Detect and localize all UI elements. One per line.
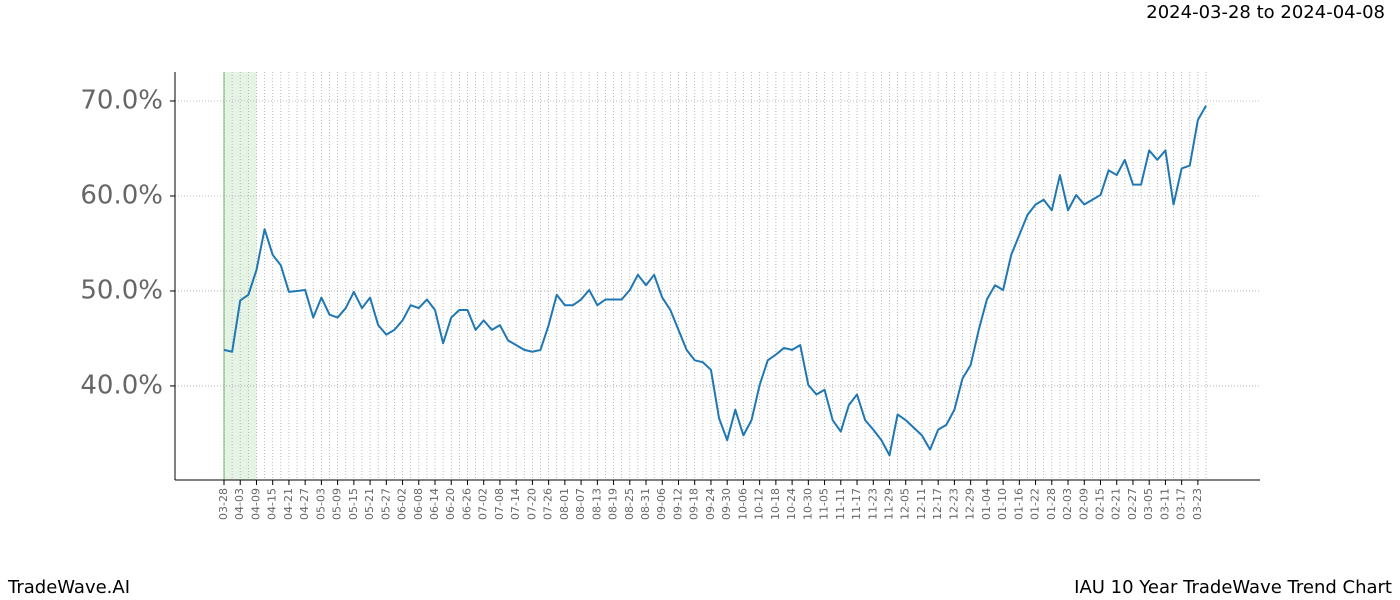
y-tick-label: 40.0% <box>80 370 163 400</box>
x-tick-label: 03-05 <box>1142 488 1155 520</box>
x-tick-label: 09-24 <box>704 488 717 520</box>
x-tick-label: 12-11 <box>915 488 928 520</box>
x-tick-label: 04-21 <box>282 488 295 520</box>
x-tick-label: 11-05 <box>818 488 831 520</box>
x-tick-label: 10-30 <box>801 488 814 520</box>
x-tick-label: 07-26 <box>542 488 555 520</box>
x-tick-label: 04-15 <box>266 488 279 520</box>
x-tick-label: 12-17 <box>931 488 944 520</box>
x-tick-label: 06-02 <box>396 488 409 520</box>
x-tick-label: 02-15 <box>1093 488 1106 520</box>
brand: TradeWave.AI <box>7 577 130 598</box>
x-tick-label: 11-11 <box>834 488 847 520</box>
x-tick-label: 01-16 <box>1012 488 1025 520</box>
x-tick-label: 06-08 <box>412 488 425 520</box>
x-tick-label: 04-27 <box>298 488 311 520</box>
x-tick-label: 05-03 <box>314 488 327 520</box>
x-tick-label: 09-12 <box>671 488 684 520</box>
x-tick-label: 07-20 <box>525 488 538 520</box>
x-tick-label: 07-14 <box>509 488 522 520</box>
x-tick-label: 06-14 <box>428 488 441 520</box>
x-tick-label: 01-22 <box>1029 488 1042 520</box>
x-tick-label: 03-28 <box>217 488 230 520</box>
y-tick-label: 50.0% <box>80 275 163 305</box>
x-tick-label: 12-23 <box>947 488 960 520</box>
x-tick-label: 01-10 <box>996 488 1009 520</box>
x-tick-label: 10-24 <box>785 488 798 520</box>
x-tick-label: 05-21 <box>363 488 376 520</box>
x-tick-label: 10-12 <box>753 488 766 520</box>
x-tick-label: 12-05 <box>899 488 912 520</box>
x-tick-label: 05-09 <box>331 488 344 520</box>
x-tick-label: 04-03 <box>233 488 246 520</box>
x-tick-label: 10-06 <box>736 488 749 520</box>
x-tick-label: 08-31 <box>639 488 652 520</box>
x-tick-label: 11-23 <box>866 488 879 520</box>
x-tick-label: 06-20 <box>444 488 457 520</box>
x-tick-label: 05-27 <box>379 488 392 520</box>
x-tick-label: 08-01 <box>558 488 571 520</box>
x-tick-label: 11-17 <box>850 488 863 520</box>
trend-line <box>223 105 1207 457</box>
x-tick-label: 01-04 <box>980 488 993 520</box>
x-tick-label: 08-19 <box>607 488 620 520</box>
x-tick-label: 07-08 <box>493 488 506 520</box>
x-tick-label: 02-27 <box>1126 488 1139 520</box>
chart-title: 2024-03-28 to 2024-04-08 <box>1146 2 1385 23</box>
x-tick-label: 02-03 <box>1061 488 1074 520</box>
x-tick-label: 11-29 <box>882 488 895 520</box>
x-tick-label: 03-11 <box>1158 488 1171 520</box>
x-tick-label: 04-09 <box>249 488 262 520</box>
x-tick-label: 05-15 <box>347 488 360 520</box>
x-tick-label: 08-25 <box>623 488 636 520</box>
x-tick-label: 02-09 <box>1077 488 1090 520</box>
x-tick-label: 01-28 <box>1045 488 1058 520</box>
y-tick-label: 60.0% <box>80 180 163 210</box>
x-tick-label: 06-26 <box>460 488 473 520</box>
x-tick-label: 12-29 <box>964 488 977 520</box>
x-tick-label: 10-18 <box>769 488 782 520</box>
x-tick-label: 07-02 <box>477 488 490 520</box>
x-tick-label: 02-21 <box>1110 488 1123 520</box>
x-tick-label: 09-30 <box>720 488 733 520</box>
x-tick-label: 08-13 <box>590 488 603 520</box>
chart-subtitle: IAU 10 Year TradeWave Trend Chart <box>1074 577 1392 598</box>
x-tick-label: 09-18 <box>688 488 701 520</box>
x-tick-label: 09-06 <box>655 488 668 520</box>
x-tick-label: 08-07 <box>574 488 587 520</box>
x-tick-label: 03-17 <box>1175 488 1188 520</box>
y-tick-label: 70.0% <box>80 85 163 115</box>
x-tick-label: 03-23 <box>1191 488 1204 520</box>
